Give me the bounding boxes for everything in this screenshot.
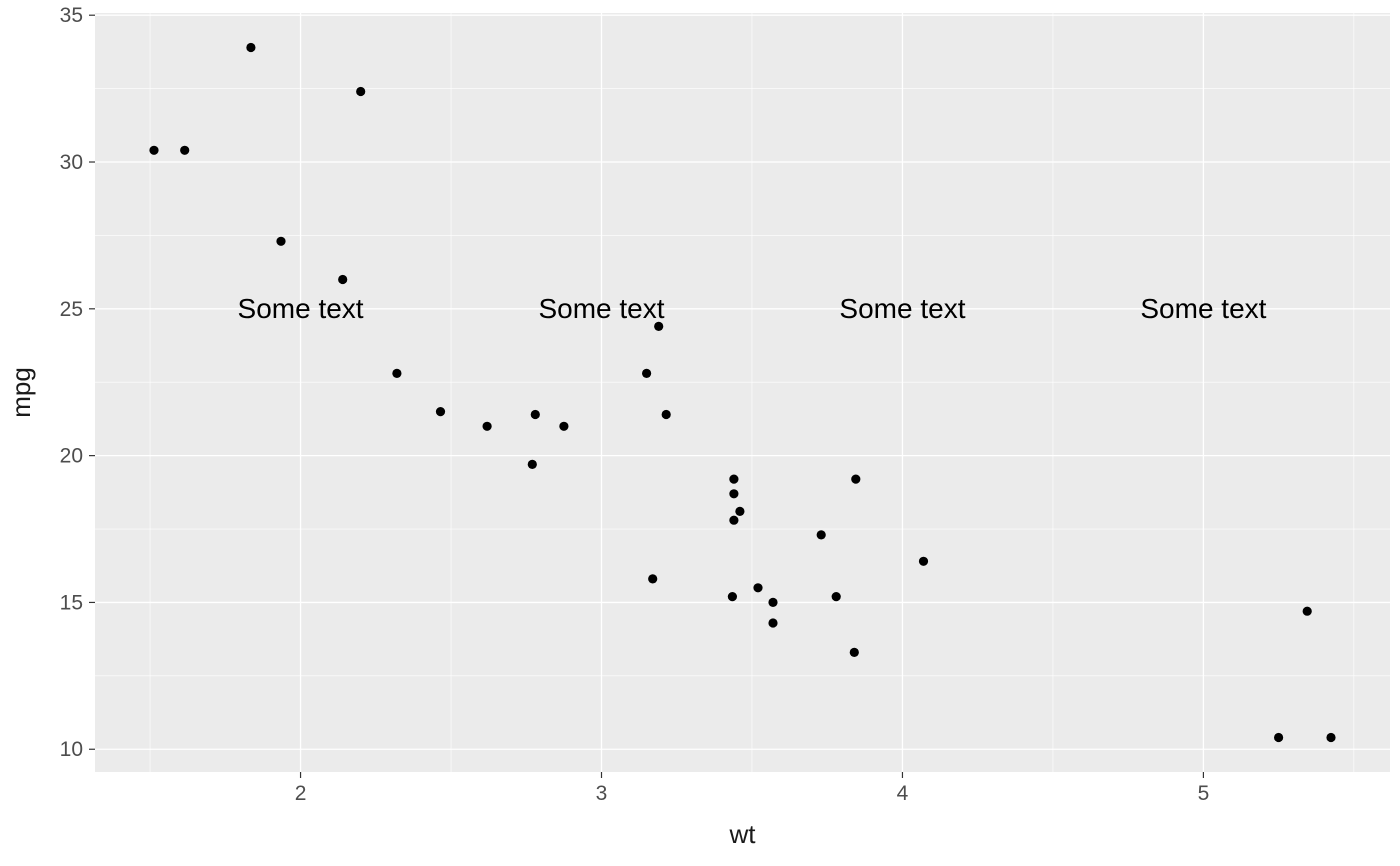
- data-point: [727, 592, 738, 602]
- data-point: [654, 321, 664, 331]
- data-point: [482, 421, 492, 431]
- data-point: [246, 42, 256, 53]
- x-tick-label: 4: [897, 782, 909, 805]
- panel-background: [95, 13, 1390, 772]
- data-point: [729, 474, 739, 484]
- data-point: [1274, 732, 1284, 743]
- y-tick-label: 15: [60, 591, 83, 614]
- data-point: [849, 647, 859, 658]
- data-point: [180, 145, 190, 155]
- data-point: [768, 597, 778, 608]
- y-tick-label: 10: [60, 738, 83, 761]
- data-point: [392, 368, 402, 378]
- x-tick-label: 3: [596, 782, 608, 805]
- x-axis-title: wt: [729, 819, 757, 849]
- data-point: [435, 407, 446, 417]
- data-point: [768, 618, 778, 628]
- y-tick-label: 20: [60, 445, 83, 468]
- data-point: [831, 592, 841, 602]
- data-point: [918, 556, 929, 566]
- x-tick-label: 5: [1198, 782, 1210, 805]
- annotation-text: Some text: [238, 293, 364, 324]
- y-tick-label: 25: [60, 298, 83, 321]
- data-point: [527, 459, 537, 469]
- data-point: [661, 409, 671, 420]
- annotation-text: Some text: [839, 293, 965, 324]
- data-point: [338, 274, 348, 285]
- data-point: [735, 506, 745, 516]
- data-point: [1302, 606, 1312, 616]
- data-point: [1326, 732, 1336, 743]
- y-tick-label: 35: [60, 4, 83, 27]
- data-point: [530, 409, 540, 420]
- data-point: [642, 368, 652, 378]
- data-point: [729, 515, 739, 525]
- x-tick-label: 2: [295, 782, 307, 805]
- data-point: [648, 574, 658, 584]
- data-point: [816, 530, 826, 540]
- annotation-text: Some text: [1140, 293, 1266, 324]
- y-axis-title: mpg: [6, 367, 36, 418]
- data-point: [356, 86, 366, 97]
- data-point: [851, 474, 861, 484]
- data-point: [729, 489, 739, 499]
- data-point: [559, 421, 569, 431]
- data-point: [149, 145, 159, 155]
- annotation-text: Some text: [538, 293, 664, 324]
- data-point: [276, 236, 286, 246]
- y-tick-label: 30: [60, 151, 83, 174]
- data-point: [753, 583, 763, 593]
